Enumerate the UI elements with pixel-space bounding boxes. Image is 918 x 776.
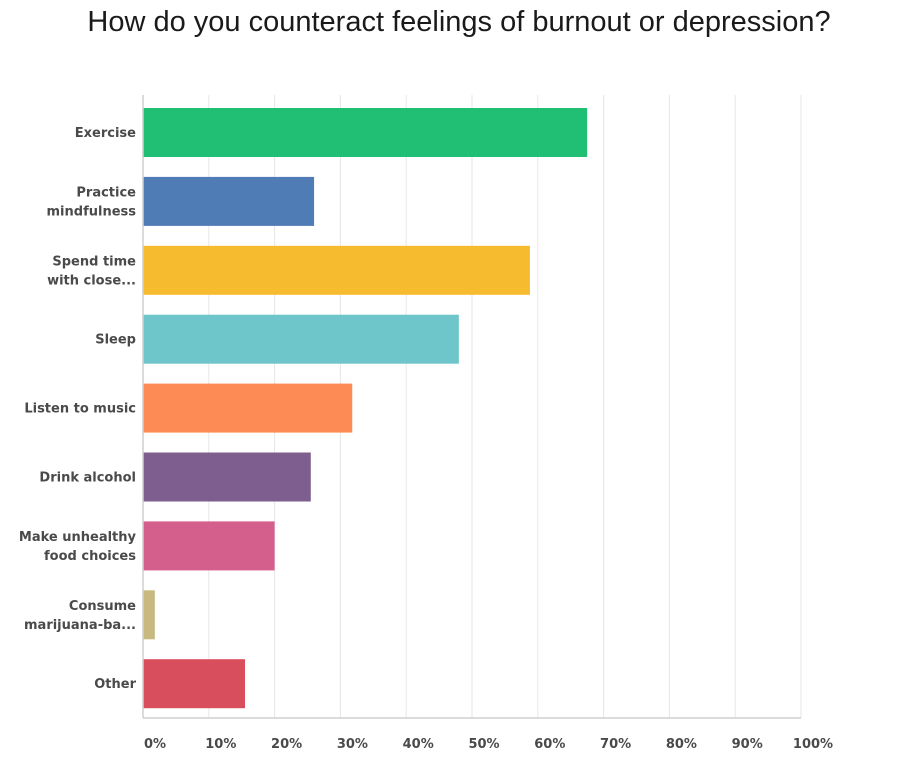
axes — [142, 95, 801, 719]
category-label: mindfulness — [47, 204, 137, 219]
bar — [143, 314, 459, 364]
category-label: Sleep — [95, 333, 136, 348]
category-label: Consume — [69, 599, 136, 614]
x-tick-label: 0% — [144, 737, 166, 752]
bar — [143, 245, 530, 295]
category-label: marijuana-ba... — [24, 618, 136, 633]
x-tick-label: 60% — [534, 737, 565, 752]
x-tick-label: 90% — [732, 737, 763, 752]
bars — [143, 108, 588, 709]
bar — [143, 452, 311, 502]
bar — [143, 176, 315, 226]
category-label: Spend time — [52, 254, 136, 269]
category-label: Make unhealthy — [19, 530, 137, 545]
bar — [143, 383, 353, 433]
x-tick-labels: 0% 10% 20% 30% 40% 50% 60% 70% 80% 90% 100% — [144, 737, 833, 752]
category-label: food choices — [44, 549, 136, 564]
x-tick-label: 40% — [403, 737, 434, 752]
category-label: Other — [94, 677, 136, 692]
x-tick-label: 20% — [271, 737, 302, 752]
x-tick-label: 80% — [666, 737, 697, 752]
category-labels: Exercise Practice mindfulness Spend time wit… — [19, 126, 137, 692]
x-tick-label: 70% — [600, 737, 631, 752]
category-label: Listen to music — [24, 402, 136, 417]
category-label: Practice — [76, 185, 136, 200]
bar — [143, 521, 275, 571]
category-label: Drink alcohol — [39, 471, 136, 486]
bar — [143, 590, 155, 640]
bar — [143, 108, 588, 157]
x-tick-label: 10% — [205, 737, 236, 752]
category-label: Exercise — [75, 126, 136, 141]
x-tick-label: 30% — [337, 737, 368, 752]
x-tick-label: 100% — [793, 737, 833, 752]
x-tick-label: 50% — [468, 737, 499, 752]
chart-title: How do you counteract feelings of burnou… — [87, 6, 831, 38]
category-label: with close... — [47, 273, 136, 288]
bar — [143, 659, 245, 709]
